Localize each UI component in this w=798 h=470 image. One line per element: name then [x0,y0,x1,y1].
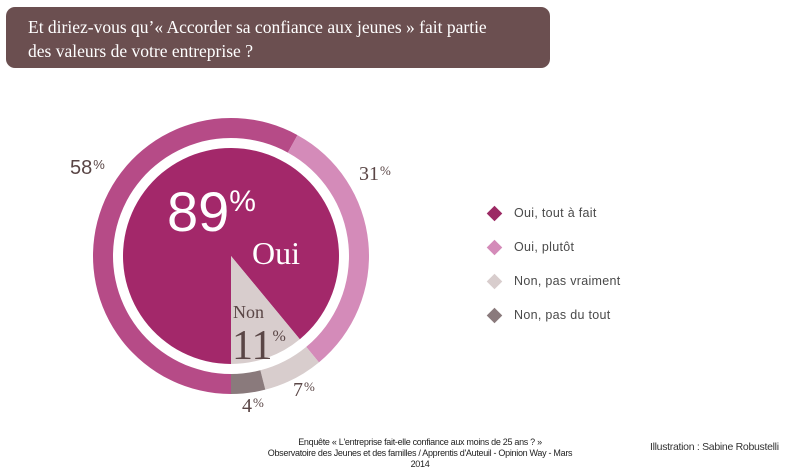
pie-slice-non [231,256,300,364]
non-label: Non [233,302,264,322]
oui-percentage: 89% [167,180,256,243]
legend-item-plutot: Oui, plutôt [486,230,621,264]
question-line-1: Et diriez-vous qu’« Accorder sa confianc… [28,17,487,37]
oui-label: Oui [252,235,300,271]
outer-ring [93,118,370,394]
diamond-icon [486,273,503,289]
legend-item-pas-du-tout: Non, pas du tout [486,298,621,332]
label-pas-du-tout: 4% [242,395,264,417]
question-banner: Et diriez-vous qu’« Accorder sa confianc… [6,7,550,68]
pie-slice-oui [123,148,340,364]
legend: Oui, tout à fait Oui, plutôt Non, pas vr… [486,196,621,332]
label-tout-a-fait: 58% [70,157,105,179]
illustration-credit: Illustration : Sabine Robustelli [650,441,779,453]
ring-segment [231,370,266,394]
legend-item-pas-vraiment: Non, pas vraiment [486,264,621,298]
source-note: Enquête « L'entreprise fait-elle confian… [260,437,580,470]
source-line-1: Enquête « L'entreprise fait-elle confian… [298,437,542,447]
legend-item-tout-a-fait: Oui, tout à fait [486,196,621,230]
diamond-icon [486,307,503,323]
label-plutot: 31% [359,163,391,185]
label-pas-vraiment: 7% [293,379,315,401]
ring-segment [260,346,319,390]
inner-pie [123,148,340,364]
question-line-2: des valeurs de votre entreprise ? [28,41,253,61]
source-line-2: Observatoire des Jeunes et des familles … [267,448,573,469]
non-percentage: 11% [232,323,286,369]
diamond-icon [486,205,503,221]
diamond-icon [486,239,503,255]
ring-segment [93,118,298,394]
ring-segment [287,135,370,363]
